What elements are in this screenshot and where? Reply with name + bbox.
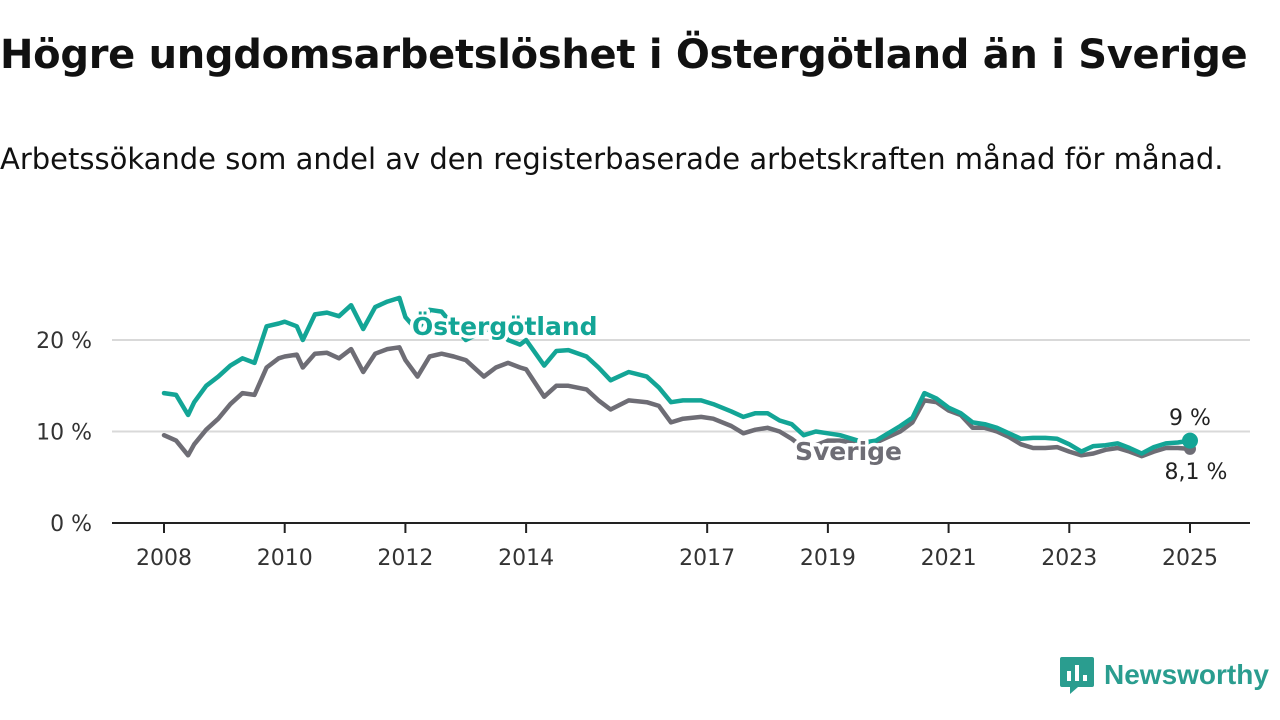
series-lines: [161, 295, 1198, 459]
series-line-ostergotland: [161, 295, 1193, 456]
brand-name: Newsworthy: [1104, 659, 1269, 690]
x-tick-label: 2012: [377, 546, 433, 571]
x-tick-label: 2014: [498, 546, 554, 571]
x-axis: 2008 2010 2012 2014 2017 2019 2021 2023 2025: [112, 522, 1250, 571]
end-label-ostergotland: 9 %: [1169, 406, 1211, 431]
series-line-sverige: [161, 345, 1193, 459]
endpoint-ostergotland: [1182, 432, 1198, 449]
x-tick-label: 2008: [136, 546, 192, 571]
series-label-sverige: Sverige: [795, 437, 902, 466]
x-tick-label: 2025: [1162, 546, 1218, 571]
series-labels: Östergötland Sverige 9 % 8,1 %: [409, 308, 1228, 486]
x-tick-label: 2023: [1041, 546, 1097, 571]
y-axis-ticks: 0 % 10 % 20 %: [36, 329, 92, 537]
series-label-ostergotland: Östergötland: [412, 311, 598, 341]
page-title: Högre ungdomsarbetslöshet i Östergötland…: [0, 32, 1248, 78]
end-label-sverige: 8,1 %: [1165, 460, 1228, 485]
newsworthy-logo-icon: [1060, 657, 1094, 694]
x-tick-label: 2019: [800, 546, 856, 571]
brand-logo: Newsworthy: [1058, 655, 1269, 695]
x-tick-label: 2017: [679, 546, 735, 571]
y-tick-label: 0 %: [50, 512, 92, 537]
y-tick-label: 10 %: [36, 421, 92, 446]
x-tick-label: 2010: [257, 546, 313, 571]
y-tick-label: 20 %: [36, 329, 92, 354]
x-tick-label: 2021: [921, 546, 977, 571]
page-subtitle: Arbetssökande som andel av den registerb…: [0, 142, 1224, 176]
